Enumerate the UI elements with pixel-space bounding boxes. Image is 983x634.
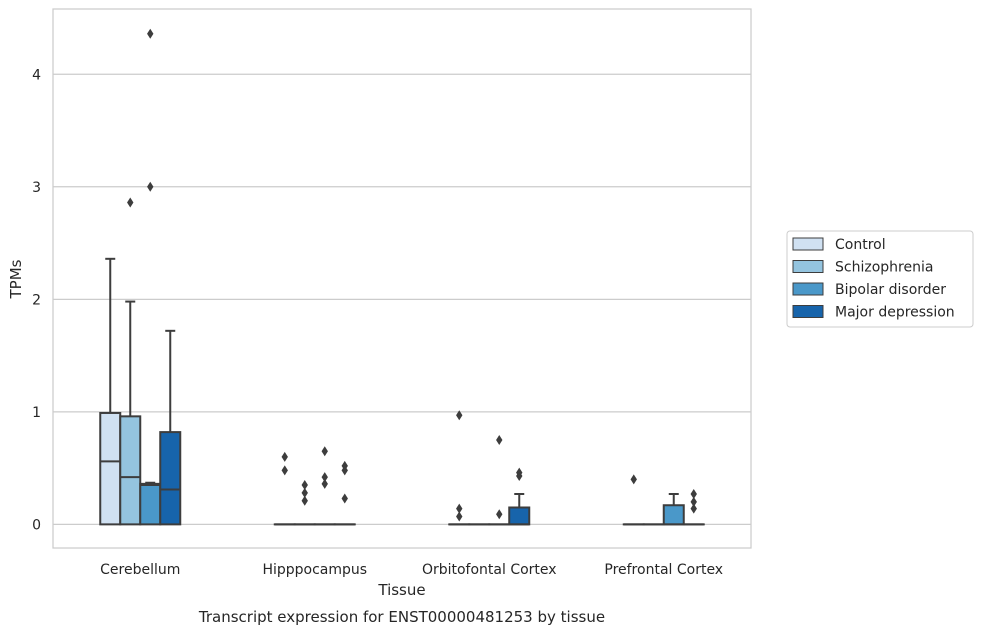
y-tick-label: 0 xyxy=(32,517,41,533)
outlier-point xyxy=(281,465,288,476)
outlier-point xyxy=(301,479,308,490)
y-tick-label: 1 xyxy=(32,405,41,421)
outlier-point xyxy=(496,509,503,520)
legend-label: Schizophrenia xyxy=(835,260,933,276)
legend-swatch xyxy=(792,237,824,251)
legend-swatch xyxy=(792,282,824,296)
y-tick-label: 2 xyxy=(32,292,41,308)
outlier-point xyxy=(341,493,348,504)
outlier-point xyxy=(321,472,328,483)
box-group xyxy=(508,467,531,526)
box xyxy=(139,482,162,526)
outlier-point xyxy=(690,496,697,507)
box-group xyxy=(333,460,356,526)
legend: Control Schizophrenia Bipolar disorder Majo… xyxy=(786,230,974,328)
y-axis-label: TPMs xyxy=(7,259,25,299)
legend-label: Major depression xyxy=(835,305,955,321)
outlier-point xyxy=(690,503,697,514)
gridlines xyxy=(53,73,751,525)
outlier-point xyxy=(301,487,308,498)
plot-frame xyxy=(52,8,752,549)
figure-caption: Transcript expression for ENST0000048125… xyxy=(198,608,605,626)
box-group xyxy=(139,28,162,526)
outlier-point xyxy=(496,434,503,445)
legend-label: Control xyxy=(835,237,886,253)
legend-swatch xyxy=(792,260,824,273)
x-tick-label: Hipppocampus xyxy=(262,562,367,578)
x-tick-labels: Cerebellum Hipppocampus Orbitofontal Corte… xyxy=(100,562,723,578)
legend-frame xyxy=(786,230,974,328)
box-group xyxy=(273,451,296,526)
box xyxy=(159,431,182,526)
outlier-point xyxy=(456,410,463,421)
box-group xyxy=(293,479,316,526)
box-group xyxy=(99,257,122,526)
outlier-point xyxy=(516,467,523,478)
box-group xyxy=(159,329,182,526)
box-group xyxy=(662,492,685,526)
box xyxy=(99,411,122,526)
x-tick-label: Prefrontal Cortex xyxy=(604,562,723,578)
box-group xyxy=(682,488,705,526)
box-group xyxy=(622,474,645,526)
outlier-point xyxy=(147,28,154,39)
x-tick-label: Orbitofontal Cortex xyxy=(422,562,557,578)
x-tick-label: Cerebellum xyxy=(100,562,180,578)
box-plots xyxy=(99,28,705,526)
box xyxy=(508,506,531,526)
outlier-point xyxy=(147,181,154,192)
outlier-point xyxy=(690,488,697,499)
outlier-point xyxy=(456,511,463,522)
outlier-point xyxy=(127,197,134,208)
box-group xyxy=(488,434,511,526)
outlier-point xyxy=(281,451,288,462)
legend-label: Bipolar disorder xyxy=(835,282,946,298)
y-tick-label: 4 xyxy=(32,67,41,83)
box-group xyxy=(448,410,471,526)
box-group xyxy=(119,197,142,526)
legend-swatch xyxy=(792,305,824,318)
outlier-point xyxy=(301,495,308,506)
box xyxy=(119,415,142,526)
outlier-point xyxy=(630,474,637,485)
outlier-point xyxy=(321,478,328,489)
y-tick-label: 3 xyxy=(32,180,41,196)
box xyxy=(662,504,685,526)
outlier-point xyxy=(341,460,348,471)
x-axis-label: Tissue xyxy=(377,581,425,599)
outlier-point xyxy=(321,446,328,457)
box-group xyxy=(313,446,336,526)
outlier-point xyxy=(456,503,463,514)
y-tick-labels: 0 1 2 3 4 xyxy=(32,67,41,533)
